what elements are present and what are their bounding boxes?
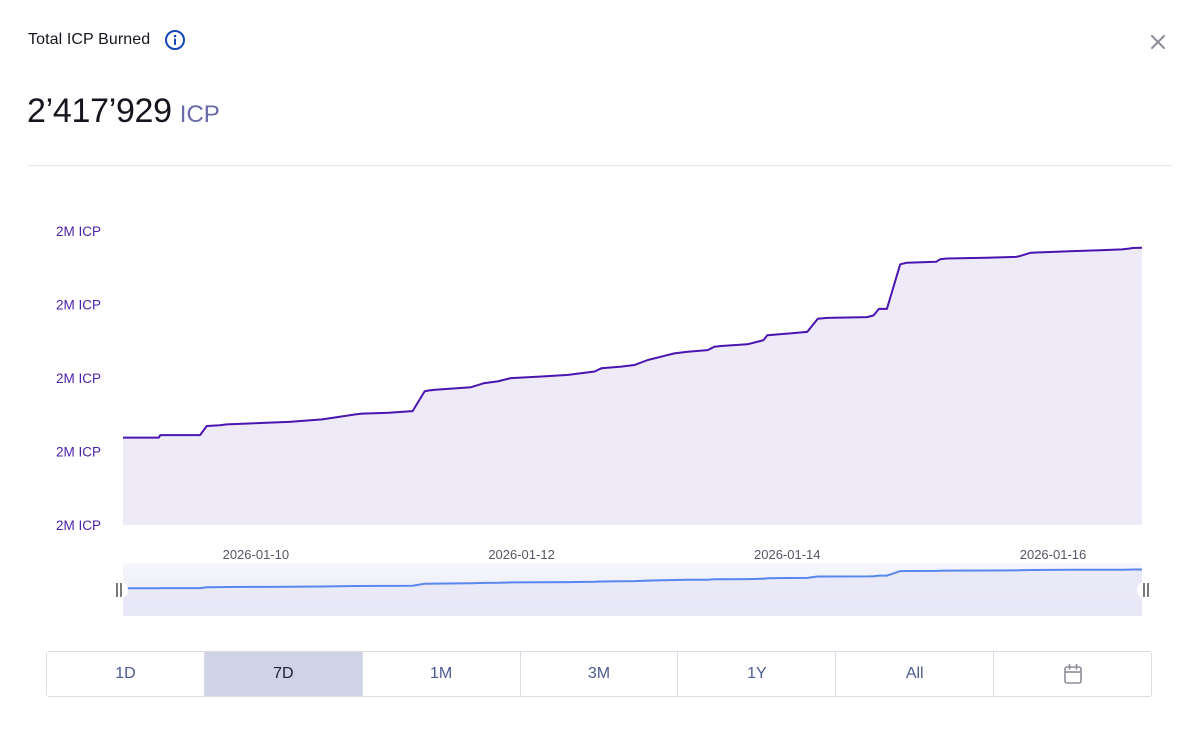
chart-series-line	[123, 246, 1143, 439]
x-tick-label: 2026-01-16	[1020, 547, 1087, 562]
y-tick-label: 2M ICP	[56, 371, 101, 386]
range-button-label: 1Y	[747, 665, 767, 682]
total-burned-unit: ICP	[179, 101, 220, 128]
range-button-label: 1D	[115, 665, 136, 682]
range-button-1y[interactable]: 1Y	[678, 652, 837, 696]
close-icon[interactable]	[1148, 32, 1168, 52]
range-button-custom-date[interactable]	[994, 652, 1152, 696]
chart-title: Total ICP Burned	[28, 31, 151, 48]
range-button-label: 3M	[587, 665, 611, 682]
total-burned-value: 2’417’929 ICP	[27, 92, 220, 131]
navigator-area	[123, 569, 1142, 616]
range-button-3m[interactable]: 3M	[520, 652, 679, 696]
range-button-label: 7D	[273, 665, 294, 682]
x-tick-label: 2026-01-14	[754, 547, 821, 562]
range-button-7d[interactable]: 7D	[204, 652, 363, 696]
range-selector: 1D 7D 1M 3M 1Y All	[46, 651, 1152, 697]
navigator-line	[123, 568, 1142, 590]
range-button-1m[interactable]: 1M	[362, 652, 521, 696]
chart-header: Total ICP Burned	[28, 28, 186, 52]
burn-chart: 2M ICP 2M ICP 2M ICP 2M ICP 2M ICP 2026-01-10…	[56, 224, 1155, 616]
drag-handle-icon	[110, 581, 128, 599]
y-tick-label: 2M ICP	[56, 298, 101, 313]
header-divider	[28, 165, 1172, 166]
range-button-label: All	[905, 665, 924, 682]
x-tick-label: 2026-01-10	[223, 547, 290, 562]
info-icon[interactable]	[164, 29, 186, 51]
chart-area-fill	[123, 247, 1142, 526]
y-tick-label: 2M ICP	[56, 224, 101, 239]
navigator-handle-left[interactable]	[110, 581, 128, 599]
range-button-all[interactable]: All	[836, 652, 995, 696]
y-tick-label: 2M ICP	[56, 518, 101, 533]
range-button-label: 1M	[430, 665, 453, 682]
total-burned-number: 2’417’929	[27, 92, 172, 130]
range-button-1d[interactable]: 1D	[47, 652, 205, 696]
x-tick-label: 2026-01-12	[488, 547, 555, 562]
navigator-handle-right[interactable]	[1137, 581, 1155, 599]
y-tick-label: 2M ICP	[56, 445, 101, 460]
drag-handle-icon	[1137, 581, 1155, 599]
calendar-icon	[1063, 663, 1083, 685]
